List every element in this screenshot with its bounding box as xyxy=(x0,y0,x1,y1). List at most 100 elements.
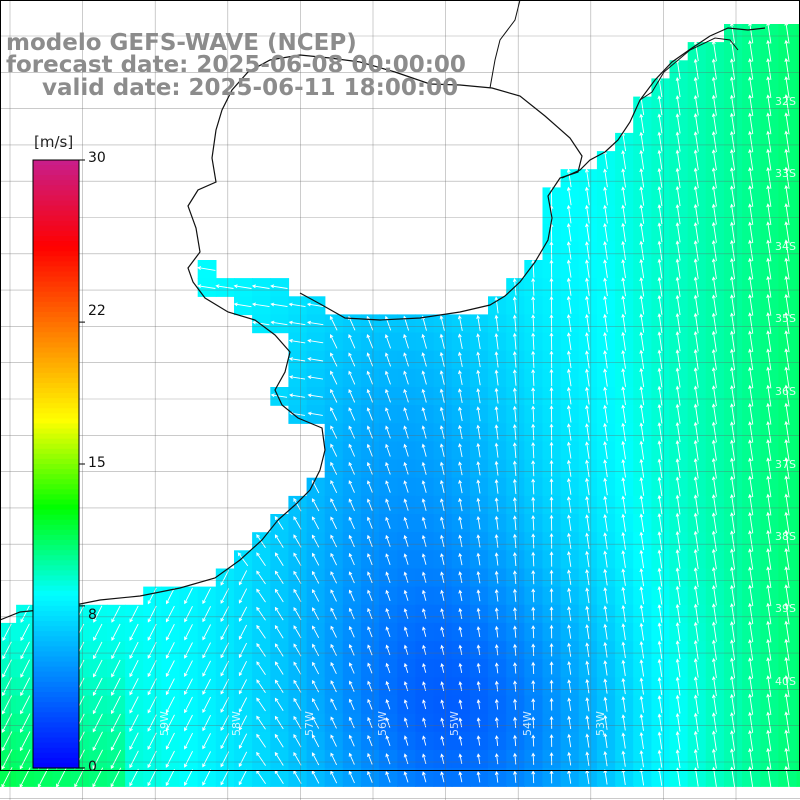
wind-cell xyxy=(796,205,800,225)
wind-arrow xyxy=(766,457,772,480)
wind-arrow xyxy=(312,679,320,693)
wind-arrow xyxy=(675,403,681,424)
wind-arrow xyxy=(306,302,324,308)
colorbar-segment xyxy=(33,631,79,637)
wind-arrow xyxy=(566,405,572,423)
wind-arrow xyxy=(440,553,445,566)
wind-arrow xyxy=(639,222,645,243)
wind-arrow xyxy=(711,476,717,497)
wind-arrow xyxy=(693,403,699,424)
wind-cell xyxy=(796,260,800,279)
wind-arrow xyxy=(693,439,699,461)
wind-arrow xyxy=(403,699,409,710)
wind-arrow xyxy=(165,623,175,641)
wind-arrow xyxy=(233,284,252,289)
wind-arrow xyxy=(494,369,499,386)
wind-arrow xyxy=(748,457,754,479)
wind-arrow xyxy=(784,148,790,171)
wind-arrow xyxy=(403,735,409,746)
wind-arrow xyxy=(693,421,699,443)
wind-arrow xyxy=(307,393,323,398)
wind-arrow xyxy=(311,498,320,512)
wind-arrow xyxy=(675,258,681,279)
wind-arrow xyxy=(693,694,699,714)
wind-arrow xyxy=(330,698,337,711)
wind-arrow xyxy=(274,516,284,530)
wind-arrow xyxy=(293,661,302,675)
wind-arrow xyxy=(330,680,337,693)
wind-arrow xyxy=(711,439,717,461)
wind-arrow xyxy=(639,622,645,641)
wind-arrow xyxy=(730,584,736,606)
wind-arrow xyxy=(621,531,626,550)
wind-arrow xyxy=(730,294,736,316)
wind-arrow xyxy=(129,623,139,641)
colorbar-segment xyxy=(33,251,79,257)
wind-arrow xyxy=(476,442,481,458)
wind-arrow xyxy=(129,605,139,623)
wind-arrow xyxy=(385,608,391,620)
wind-arrow xyxy=(366,480,373,493)
wind-arrow xyxy=(730,221,736,243)
wind-arrow xyxy=(311,534,320,548)
wind-arrow xyxy=(766,384,772,407)
wind-arrow xyxy=(476,424,481,440)
colorbar-segment xyxy=(33,504,79,511)
wind-arrow xyxy=(566,477,572,495)
wind-arrow xyxy=(367,662,373,674)
wind-arrow xyxy=(730,421,736,443)
wind-arrow xyxy=(730,348,736,370)
colorbar-segment xyxy=(33,529,79,536)
wind-arrow xyxy=(693,40,699,62)
wind-arrow xyxy=(730,693,736,715)
wind-arrow xyxy=(585,642,590,658)
wind-arrow xyxy=(603,532,608,550)
wind-arrow xyxy=(566,277,572,296)
wind-arrow xyxy=(585,332,590,351)
wind-arrow xyxy=(307,338,324,344)
wind-arrow xyxy=(549,459,554,477)
wind-arrow xyxy=(566,423,572,441)
wind-arrow xyxy=(252,320,270,326)
wind-arrow xyxy=(512,369,517,386)
wind-arrow xyxy=(403,753,409,765)
wind-cell xyxy=(0,750,17,769)
wind-cell xyxy=(796,586,800,606)
wind-arrow xyxy=(531,588,536,603)
wind-arrow xyxy=(566,241,572,260)
wind-arrow xyxy=(657,186,663,206)
wind-arrow xyxy=(693,585,699,606)
wind-arrow xyxy=(202,642,212,659)
wind-arrow xyxy=(494,698,499,710)
lat-label: 38S xyxy=(775,530,796,543)
wind-arrow xyxy=(657,622,663,641)
wind-arrow xyxy=(494,424,499,440)
wind-arrow xyxy=(385,388,391,403)
wind-arrow xyxy=(293,552,302,566)
wind-arrow xyxy=(307,375,324,380)
wind-arrow xyxy=(238,624,248,640)
wind-arrow xyxy=(476,479,481,494)
colorbar-segment xyxy=(33,362,79,369)
wind-arrow xyxy=(233,302,252,308)
wind-arrow xyxy=(766,493,772,516)
colorbar-segment xyxy=(33,646,79,653)
wind-arrow xyxy=(384,352,392,367)
wind-arrow xyxy=(238,679,248,695)
wind-arrow xyxy=(784,184,790,208)
wind-arrow xyxy=(256,643,266,657)
wind-arrow xyxy=(657,167,663,188)
wind-arrow xyxy=(385,461,391,475)
wind-arrow xyxy=(238,606,248,622)
wind-arrow xyxy=(621,696,626,713)
wind-arrow xyxy=(621,495,626,514)
wind-arrow xyxy=(639,513,645,533)
wind-cell xyxy=(234,750,253,769)
wind-arrow xyxy=(110,713,121,733)
wind-arrow xyxy=(657,131,663,152)
lon-label: 55W xyxy=(448,711,461,736)
wind-arrow xyxy=(711,167,717,189)
wind-arrow xyxy=(711,603,717,624)
wind-arrow xyxy=(270,320,288,326)
wind-arrow xyxy=(197,266,216,271)
